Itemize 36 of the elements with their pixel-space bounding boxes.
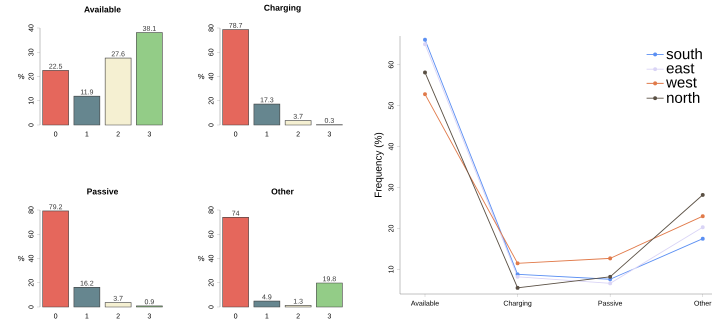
bar [42,70,69,126]
point [423,70,427,74]
legend-label: north [667,92,700,103]
legend-label: south [666,48,702,60]
point [516,274,520,279]
point [516,286,520,290]
bar [104,302,132,308]
point [608,256,612,260]
chart-title: Other [272,188,294,194]
point [700,192,705,197]
point [700,214,705,218]
bar [136,32,163,126]
point [700,225,705,230]
bar [316,282,343,308]
bar [254,300,280,308]
point [608,281,612,286]
point [608,274,612,279]
point [700,236,705,241]
point [423,42,427,46]
point [423,92,427,96]
bar [74,96,100,126]
bar [74,287,100,308]
legend-label: east [666,64,694,74]
point [516,261,520,266]
bar [222,29,249,126]
chart-title: Available [84,6,121,12]
y-axis-title: Frequency (%) [374,132,384,197]
bar [254,104,280,126]
bar [42,210,69,308]
bar [104,58,132,126]
legend-label: west [666,78,697,88]
chart-title: Passive [87,188,118,194]
chart-title: Charging [264,4,301,12]
bar [284,120,312,126]
bar [222,216,249,308]
point [423,38,427,42]
